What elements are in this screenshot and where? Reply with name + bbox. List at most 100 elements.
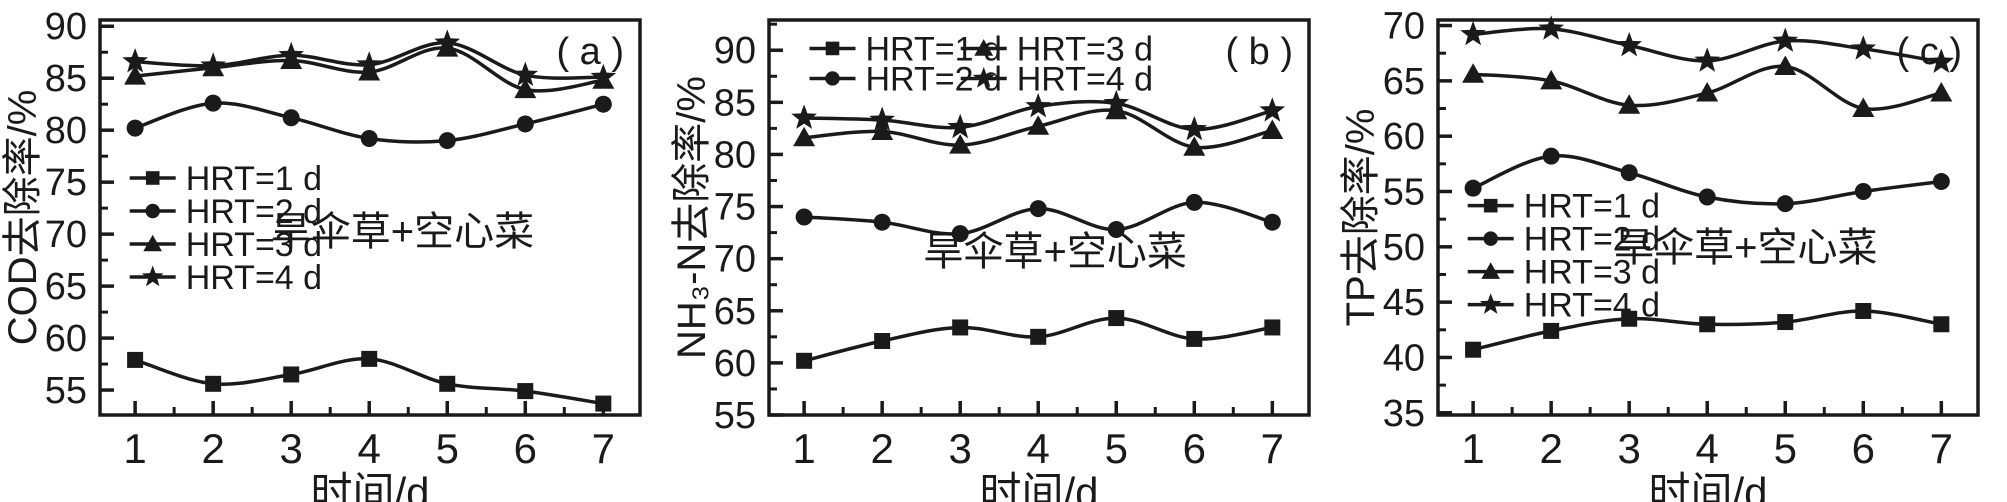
panel-label: ( c ) (1897, 31, 1962, 73)
panel-label: ( a ) (556, 31, 624, 73)
square-marker (1483, 198, 1498, 213)
star-marker (947, 113, 973, 139)
x-tick-label: 7 (1930, 425, 1953, 472)
circle-marker (360, 130, 378, 147)
series-markers-hrt-4-d (1460, 15, 1955, 73)
y-axis-title: COD去除率/% (1, 90, 45, 346)
triangle-marker (1261, 119, 1284, 139)
star-marker (434, 29, 461, 54)
legend-item-hrt-1-d: HRT=1 d (1467, 188, 1660, 226)
triangle-marker (1618, 94, 1641, 114)
circle-marker (282, 109, 300, 127)
x-tick-label: 1 (123, 425, 146, 472)
star-marker (278, 41, 304, 67)
star-marker (200, 52, 226, 77)
y-tick-label: 65 (45, 266, 87, 308)
triangle-marker (1540, 69, 1563, 90)
x-tick-label: 3 (949, 425, 972, 472)
plant-annotation: 旱伞草+空心菜 (271, 210, 534, 254)
x-tick-label: 5 (1105, 425, 1128, 472)
square-marker (205, 375, 222, 392)
y-tick-label: 50 (1383, 227, 1425, 269)
x-tick-label: 2 (1539, 425, 1562, 472)
x-tick-label: 6 (1852, 425, 1875, 472)
circle-marker (795, 208, 813, 226)
x-tick-label: 5 (1774, 425, 1797, 472)
x-tick-label: 3 (1618, 425, 1641, 472)
circle-marker (204, 94, 222, 112)
y-tick-label: 80 (714, 134, 756, 176)
x-tick-label: 4 (1027, 425, 1050, 472)
legend-label: HRT=4 d (186, 259, 322, 297)
triangle-marker (974, 39, 994, 56)
cod-removal-chart: 55 60 65 70 75 80 85 90 1 2 3 4 5 6 7 时间/d COD去除率/% HRT=1… (0, 0, 669, 502)
square-marker (127, 351, 144, 368)
y-tick-label: 90 (45, 6, 87, 48)
triangle-marker (1852, 97, 1875, 117)
star-marker (1181, 115, 1208, 141)
x-tick-label: 1 (792, 425, 815, 472)
legend-label: HRT=3 d (1017, 30, 1153, 68)
square-marker (796, 352, 813, 369)
star-marker (122, 48, 148, 73)
circle-marker (951, 225, 969, 243)
square-marker (361, 350, 378, 367)
circle-marker (1185, 193, 1203, 211)
legend-item-hrt-2-d: HRT=2 d (129, 193, 322, 231)
legend-label: HRT=3 d (186, 226, 322, 264)
y-tick-label: 35 (1383, 393, 1425, 435)
legend-label: HRT=4 d (1524, 287, 1660, 325)
circle-marker (1542, 147, 1560, 165)
y-tick-label: 65 (1383, 61, 1425, 103)
star-marker (1103, 89, 1130, 115)
star-marker (972, 67, 995, 88)
legend-item-hrt-4-d: HRT=4 d (960, 60, 1153, 98)
y-tick-label: 55 (1383, 171, 1425, 213)
square-marker (1699, 316, 1716, 333)
square-marker (1108, 310, 1125, 327)
square-marker (952, 319, 969, 336)
y-tick-label: 80 (45, 110, 87, 152)
star-marker (869, 106, 895, 131)
triangle-marker (793, 126, 816, 147)
x-tick-label: 6 (514, 425, 537, 472)
square-marker (1465, 341, 1482, 358)
circle-marker (1776, 195, 1794, 213)
series-markers-hrt-1-d (127, 350, 612, 412)
triangle-marker (1930, 82, 1953, 102)
triangle-marker (514, 78, 537, 99)
triangle-marker (1696, 82, 1719, 102)
square-marker (1933, 316, 1950, 333)
series-markers-hrt-4-d (791, 89, 1286, 141)
circle-marker (438, 132, 456, 150)
legend-item-hrt-4-d: HRT=4 d (1467, 287, 1660, 325)
star-marker (1538, 15, 1564, 40)
legend-label: HRT=3 d (1524, 254, 1660, 292)
y-tick-label: 40 (1383, 337, 1425, 379)
circle-marker (1029, 200, 1047, 218)
y-tick-label: 70 (714, 239, 756, 281)
triangle-marker (1462, 63, 1485, 83)
panel-a-cod-removal: 55 60 65 70 75 80 85 90 1 2 3 4 5 6 7 时间/d COD去除率/% HRT=1… (0, 0, 669, 502)
star-marker (1694, 47, 1721, 72)
square-marker (439, 375, 456, 392)
y-tick-label: 60 (45, 318, 87, 360)
panel-background (0, 0, 669, 502)
legend-item-hrt-3-d: HRT=3 d (129, 226, 322, 264)
legend-item-hrt-4-d: HRT=4 d (129, 259, 322, 297)
y-tick-label: 60 (1383, 116, 1425, 158)
star-marker (512, 61, 539, 86)
y-axis-title: TP去除率/% (1339, 109, 1383, 327)
x-tick-label: 3 (280, 425, 303, 472)
square-marker (1621, 310, 1638, 327)
circle-marker (1107, 220, 1125, 238)
series-markers-hrt-3-d (793, 99, 1284, 156)
x-tick-label: 2 (201, 425, 224, 472)
legend-item-hrt-3-d: HRT=3 d (960, 30, 1153, 68)
circle-marker (516, 115, 534, 133)
circle-marker (594, 95, 612, 113)
star-marker (590, 63, 617, 89)
